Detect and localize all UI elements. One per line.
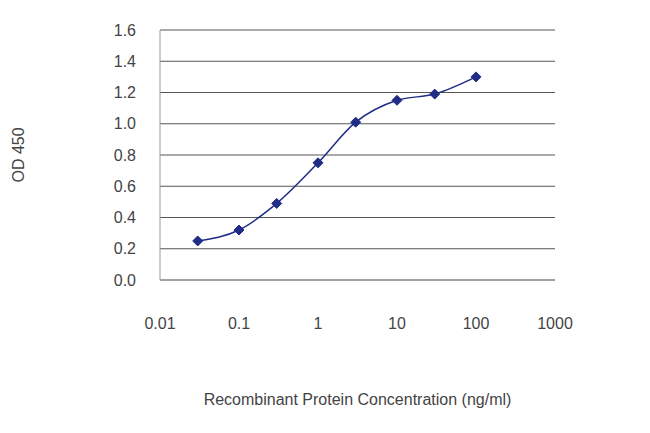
svg-text:0.4: 0.4 <box>114 209 136 226</box>
svg-text:1.4: 1.4 <box>114 53 136 70</box>
svg-text:OD 450: OD 450 <box>10 127 27 182</box>
svg-text:0.2: 0.2 <box>114 240 136 257</box>
svg-text:1: 1 <box>314 315 323 332</box>
svg-text:0.6: 0.6 <box>114 178 136 195</box>
svg-text:0.8: 0.8 <box>114 147 136 164</box>
svg-text:0.0: 0.0 <box>114 272 136 289</box>
svg-text:100: 100 <box>463 315 490 332</box>
svg-text:Recombinant Protein Concentrat: Recombinant Protein Concentration (ng/ml… <box>204 391 512 408</box>
svg-text:1.2: 1.2 <box>114 84 136 101</box>
svg-text:0.1: 0.1 <box>228 315 250 332</box>
svg-text:1.0: 1.0 <box>114 115 136 132</box>
svg-text:1000: 1000 <box>537 315 573 332</box>
svg-text:0.01: 0.01 <box>144 315 175 332</box>
svg-text:10: 10 <box>388 315 406 332</box>
svg-text:1.6: 1.6 <box>114 22 136 39</box>
